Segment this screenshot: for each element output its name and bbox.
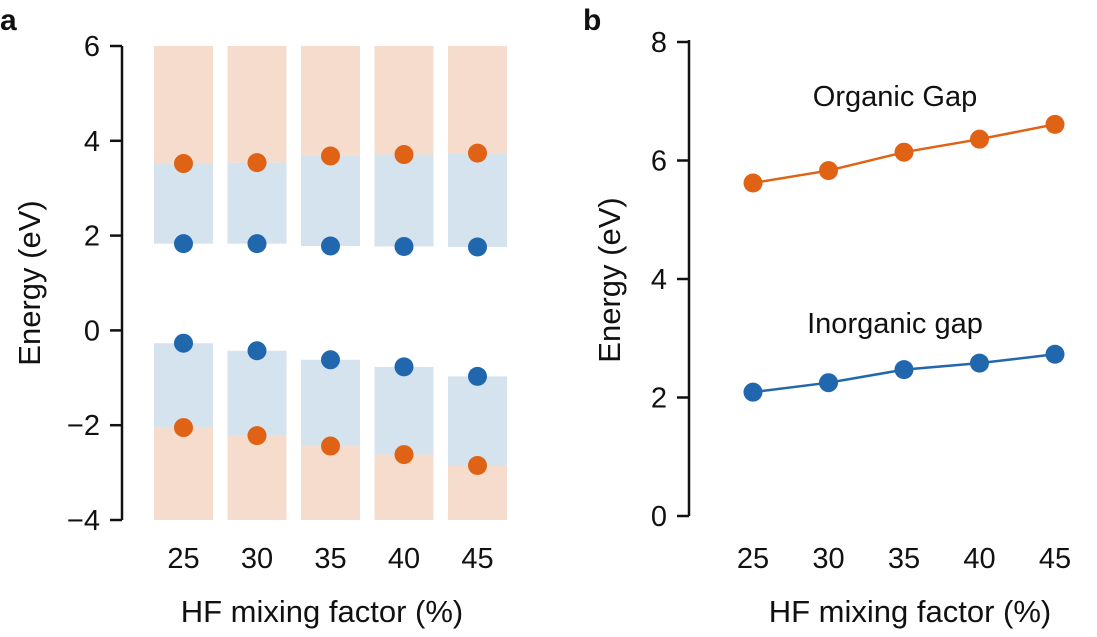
y-tick-label-1: 6 — [651, 146, 667, 178]
data-point-s2-40 — [394, 357, 414, 377]
organic-fill-top-40 — [374, 46, 434, 155]
x-axis-label: HF mixing factor (%) — [769, 594, 1051, 629]
inorganic-fill-lower-45 — [448, 376, 507, 466]
data-point-s1-25 — [174, 234, 193, 254]
x-tick-label-40: 40 — [388, 543, 420, 575]
data-point-s3-35 — [321, 436, 340, 456]
data-point-s3-40 — [394, 445, 414, 465]
organic-fill-top-25 — [154, 46, 213, 164]
data-point-s1-45 — [1045, 344, 1065, 364]
x-tick-label-45: 45 — [461, 543, 493, 575]
y-ticks: 8 6 4 2 0 — [651, 27, 689, 533]
y-tick-label-2: 2 — [84, 221, 100, 253]
x-tick-label-45: 45 — [1039, 543, 1071, 575]
organic-fill-top-30 — [227, 46, 287, 163]
y-axis-label: Energy (eV) — [592, 197, 627, 362]
x-tick-label-30: 30 — [241, 543, 273, 575]
organic-fill-bottom-35 — [301, 446, 360, 520]
data-point-s1-30 — [247, 234, 267, 254]
x-tick-label-35: 35 — [314, 543, 346, 575]
y-tick-label-3: 0 — [84, 315, 100, 347]
data-point-s0-40 — [970, 129, 989, 149]
data-point-s0-45 — [468, 143, 487, 163]
panel-label-b: b — [583, 4, 601, 37]
data-point-s1-45 — [468, 237, 487, 257]
organic-fill-bottom-30 — [227, 435, 287, 520]
series-label-inorganic-gap: Inorganic gap — [807, 308, 983, 340]
data-point-s1-35 — [321, 236, 340, 256]
panel-a-chart: 6 4 2 0 −2 −4 25 30 35 40 45 HF mixing factor (%)… — [12, 31, 507, 629]
organic-fill-bottom-40 — [374, 454, 434, 520]
inorganic-fill-upper-40 — [374, 154, 434, 247]
data-point-s0-35 — [321, 146, 340, 166]
x-ticks: 25 30 35 40 45 — [167, 543, 493, 575]
data-point-s0-30 — [247, 153, 267, 173]
x-tick-label-30: 30 — [812, 543, 844, 575]
y-tick-label-2: 4 — [651, 264, 667, 296]
inorganic-fill-lower-40 — [374, 366, 434, 455]
y-tick-label-3: 2 — [651, 383, 667, 415]
data-point-s2-25 — [174, 333, 193, 353]
x-tick-label-25: 25 — [167, 543, 199, 575]
organic-fill-top-45 — [448, 46, 507, 154]
data-point-s1-25 — [743, 382, 763, 402]
data-point-s0-45 — [1045, 114, 1065, 134]
series-label-organic-gap: Organic Gap — [813, 81, 977, 113]
data-point-s0-30 — [819, 161, 838, 181]
data-point-s0-40 — [394, 145, 414, 165]
data-point-s1-35 — [894, 360, 914, 380]
x-tick-label-35: 35 — [888, 543, 920, 575]
data-point-s0-25 — [743, 173, 763, 193]
organic-fill-top-35 — [301, 46, 360, 156]
data-point-s3-45 — [468, 455, 487, 475]
y-tick-label-4: 0 — [651, 501, 667, 533]
x-tick-label-40: 40 — [963, 543, 995, 575]
y-tick-label-4: −2 — [67, 410, 100, 442]
y-tick-label-5: −4 — [67, 505, 100, 537]
data-point-s0-35 — [894, 142, 914, 162]
data-point-s2-45 — [468, 366, 487, 386]
data-point-s3-30 — [247, 426, 267, 446]
x-axis-label: HF mixing factor (%) — [181, 594, 463, 629]
x-ticks: 25 30 35 40 45 — [737, 543, 1071, 575]
inorganic-fill-upper-45 — [448, 153, 507, 247]
inorganic-fill-lower-30 — [227, 350, 287, 436]
data-point-s2-30 — [247, 341, 267, 361]
inorganic-fill-upper-25 — [154, 163, 213, 244]
data-point-s1-40 — [970, 353, 989, 373]
y-ticks: 6 4 2 0 −2 −4 — [67, 31, 122, 537]
y-tick-label-1: 4 — [84, 126, 100, 158]
x-tick-label-25: 25 — [737, 543, 769, 575]
y-tick-label-0: 6 — [84, 31, 100, 63]
data-point-s2-35 — [321, 350, 340, 370]
band-fills — [154, 46, 507, 520]
inorganic-fill-lower-35 — [301, 359, 360, 447]
organic-fill-bottom-25 — [154, 427, 213, 520]
inorganic-fill-upper-35 — [301, 155, 360, 247]
data-points — [174, 143, 487, 475]
data-point-s1-40 — [394, 237, 414, 257]
data-point-s0-25 — [174, 154, 193, 174]
y-tick-label-0: 8 — [651, 27, 667, 59]
inorganic-fill-lower-25 — [154, 343, 213, 428]
series-lines — [743, 114, 1065, 402]
inorganic-fill-upper-30 — [227, 162, 287, 244]
data-point-s1-30 — [819, 373, 838, 393]
y-axis-label: Energy (eV) — [12, 200, 47, 365]
data-point-s3-25 — [174, 418, 193, 438]
panel-label-a: a — [0, 4, 17, 37]
